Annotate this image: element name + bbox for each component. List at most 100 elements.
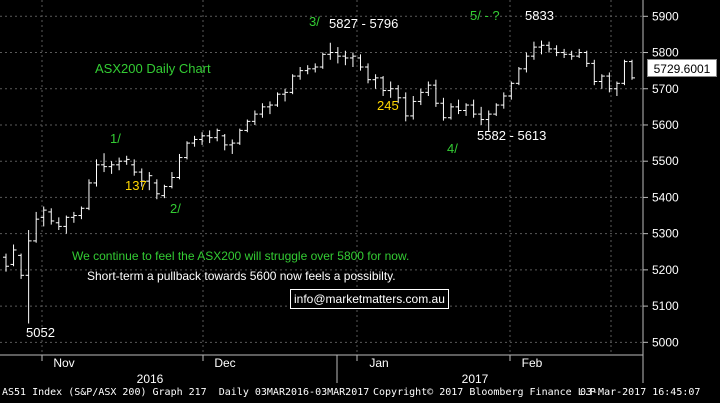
ohlc-bar [621, 59, 628, 86]
ohlc-bar [485, 110, 492, 132]
annotation-label: 245 [377, 98, 399, 113]
chart-title: ASX200 Daily Chart [95, 61, 211, 76]
ohlc-bar [613, 81, 620, 96]
annotation-label: 137 [125, 178, 147, 193]
ohlc-bar [447, 103, 454, 120]
y-tick-label: 5400 [652, 190, 679, 204]
ohlc-bar [583, 50, 590, 68]
ohlc-bar [629, 59, 635, 80]
ohlc-bar [553, 45, 560, 57]
ohlc-bar [455, 99, 462, 115]
ohlc-bars [3, 40, 635, 324]
ohlc-bar [327, 42, 334, 60]
ohlc-bar [206, 130, 213, 144]
ohlc-bar [176, 153, 183, 180]
ohlc-bar [3, 253, 9, 272]
ohlc-bar [131, 159, 138, 176]
ohlc-bar [312, 63, 319, 73]
ohlc-bar [18, 253, 25, 279]
y-tick-label: 5000 [652, 335, 679, 349]
annotation-label: 3/ [309, 14, 320, 29]
ohlc-bar [153, 179, 160, 200]
ohlc-bar [282, 88, 289, 102]
ohlc-bar [161, 184, 168, 199]
ohlc-bar [289, 74, 296, 95]
ohlc-bar [546, 41, 553, 53]
annotation-label: 5827 - 5796 [329, 16, 398, 31]
ohlc-bar [116, 157, 123, 171]
ohlc-bar [93, 159, 100, 187]
ohlc-bar [417, 88, 424, 106]
y-tick-label: 5900 [652, 9, 679, 23]
ohlc-bar [319, 52, 326, 69]
y-tick-label: 5700 [652, 82, 679, 96]
ohlc-bar [515, 67, 522, 86]
annotation-label: 4/ [447, 141, 458, 156]
ohlc-bar [440, 97, 447, 121]
ohlc-bar [229, 139, 236, 154]
x-month-label: Nov [53, 356, 74, 370]
ohlc-bar [191, 135, 198, 147]
ohlc-bar [63, 215, 70, 234]
commentary-line-2: Short-term a pullback towards 5600 now f… [87, 269, 396, 283]
ohlc-bar [244, 119, 251, 133]
email-link[interactable]: info@marketmatters.com.au [290, 289, 449, 309]
ohlc-bar [138, 168, 145, 187]
x-month-label: Feb [522, 356, 543, 370]
ohlc-bar [478, 106, 485, 125]
ohlc-bar [25, 230, 32, 324]
ohlc-bar [40, 206, 47, 227]
ohlc-bar [274, 92, 281, 107]
footer-bar: AS51 Index (S&P/ASX 200) Graph 217 Daily… [0, 383, 720, 403]
ohlc-bar [266, 101, 273, 115]
y-tick-label: 5800 [652, 46, 679, 60]
y-tick-label: 5600 [652, 118, 679, 132]
footer-left: AS51 Index (S&P/ASX 200) Graph 217 Daily… [2, 387, 370, 398]
ohlc-bar [334, 47, 341, 64]
ohlc-bar [123, 155, 130, 165]
x-month-label: Jan [369, 356, 388, 370]
ohlc-bar [236, 128, 243, 145]
ohlc-bar [357, 54, 364, 71]
ohlc-bar [598, 74, 605, 89]
ohlc-bar [538, 40, 545, 55]
ohlc-bar [304, 65, 311, 75]
ohlc-bar [184, 141, 191, 160]
annotation-label: 2/ [170, 201, 181, 216]
price-chart: 5000 5100 5200 5300 5400 5500 5600 5700 5800 5900… [0, 0, 679, 383]
ohlc-bar [493, 103, 500, 116]
y-tick-label: 5300 [652, 227, 679, 241]
grid-lines [0, 0, 644, 383]
annotations: 3/5827 - 5796 5/ - ? 5833 1/137 2/245 5582 - … [26, 8, 554, 340]
ohlc-bar [508, 81, 515, 100]
ohlc-bar [199, 132, 206, 145]
ohlc-bar [108, 161, 115, 174]
ohlc-bar [523, 52, 530, 73]
ohlc-bar [402, 92, 409, 122]
ohlc-bar [168, 172, 175, 189]
ohlc-bar [365, 63, 372, 84]
x-month-label: Dec [214, 356, 235, 370]
annotation-label: 5833 [525, 8, 554, 23]
ohlc-bar [500, 92, 507, 109]
ohlc-bar [576, 48, 583, 58]
ohlc-bar [101, 153, 108, 173]
annotation-label: 1/ [110, 131, 121, 146]
ohlc-bar [55, 217, 62, 231]
ohlc-bar [349, 52, 356, 68]
ohlc-bar [251, 110, 258, 125]
ohlc-bar [470, 99, 477, 118]
y-tick-label: 5500 [652, 154, 679, 168]
ohlc-bar [214, 128, 221, 142]
ohlc-bar [606, 72, 613, 93]
ohlc-bar [85, 179, 92, 211]
annotation-label: 5582 - 5613 [477, 128, 546, 143]
ohlc-bar [561, 48, 568, 58]
ohlc-bar [33, 211, 40, 243]
annotation-label: 5/ - ? [470, 8, 500, 23]
ohlc-bar [297, 67, 304, 80]
ohlc-bar [463, 103, 470, 116]
ohlc-bar [146, 172, 153, 191]
ohlc-bar [372, 74, 379, 89]
x-year-label: 2017 [462, 372, 489, 383]
